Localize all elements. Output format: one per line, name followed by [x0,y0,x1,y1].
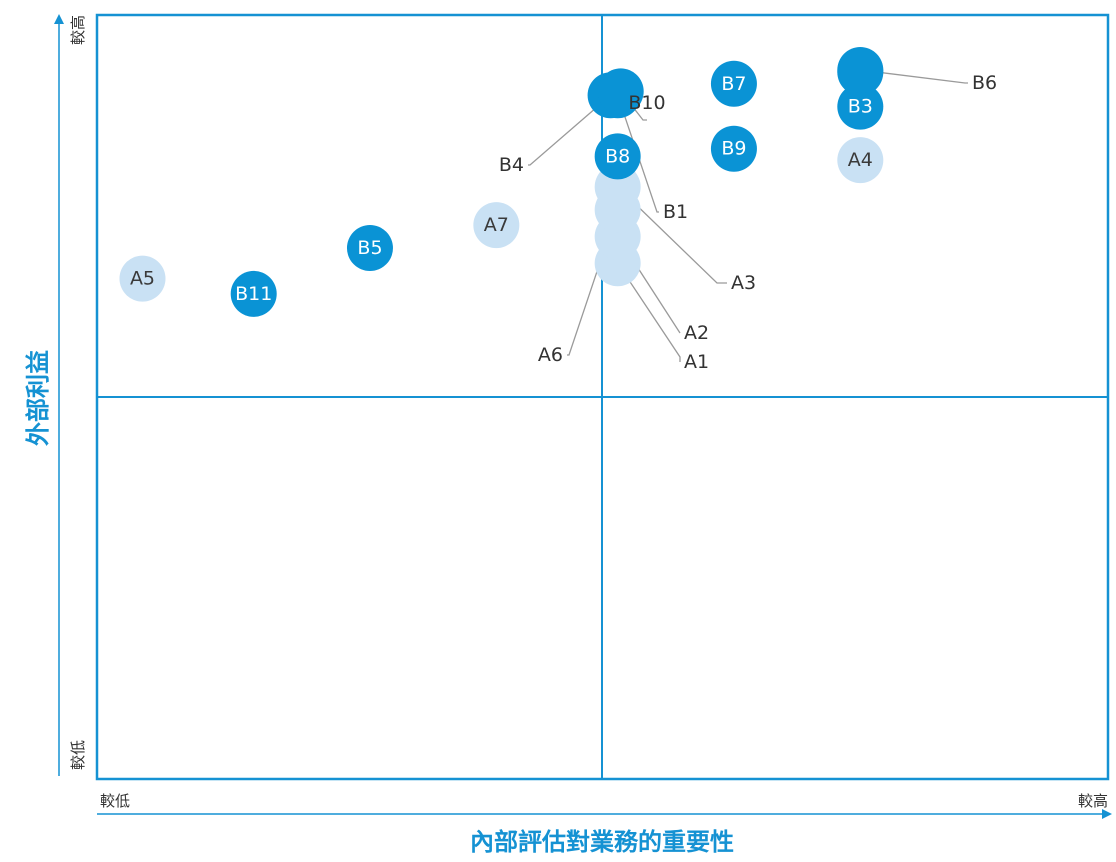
x-axis-high-label: 較高 [1078,792,1108,810]
y-axis-title: 外部利益 [24,350,52,446]
data-points: A4A5A7B2B3B5B7B8B9B11 [119,47,884,317]
point-label-a3: A3 [731,272,756,294]
leader-line-a1 [617,262,681,362]
point-b10 [597,68,644,115]
x-axis-low-label: 較低 [100,792,130,810]
point-label-a5: A5 [130,268,155,290]
point-a7 [473,202,520,249]
leader-line-b4 [528,94,612,166]
point-label-b6: B6 [972,72,997,94]
point-b7 [710,60,757,107]
point-label-a6: A6 [538,344,563,366]
point-b11 [230,270,277,317]
point-b5 [346,225,393,272]
point-label-a4: A4 [848,149,873,171]
point-a6 [594,186,641,233]
point-label-b7: B7 [721,73,746,95]
leader-line-b1 [617,95,659,213]
point-label-b8: B8 [605,145,630,167]
point-b8 [594,133,641,180]
leader-line-a3 [617,186,727,284]
point-label-b10: B10 [628,92,665,114]
point-label-a2: A2 [684,322,709,344]
leader-lines [528,69,968,362]
point-b6 [837,47,884,94]
point-label-b3: B3 [848,96,873,118]
x-axis-title: 內部評估對業務的重要性 [470,828,734,856]
x-axis-arrow-icon [1102,809,1112,819]
point-a5 [119,255,166,302]
point-b9 [710,125,757,172]
point-a4 [837,137,884,184]
y-axis-high-label: 較高 [69,15,87,45]
y-axis-arrow-icon [54,14,64,24]
point-label-a1: A1 [684,351,709,373]
outside-labels: A1 A2 A3 A6 B1 B4 B6 B10 [499,72,997,373]
point-label-b4: B4 [499,154,524,176]
point-label-b1: B1 [663,201,688,223]
point-b3 [837,83,884,130]
point-label-b11: B11 [235,283,272,305]
y-axis-low-label: 較低 [69,740,87,770]
point-label-b9: B9 [721,138,746,160]
point-label-a7: A7 [484,214,509,236]
point-label-b5: B5 [357,237,382,259]
leader-line-b6 [860,69,968,84]
